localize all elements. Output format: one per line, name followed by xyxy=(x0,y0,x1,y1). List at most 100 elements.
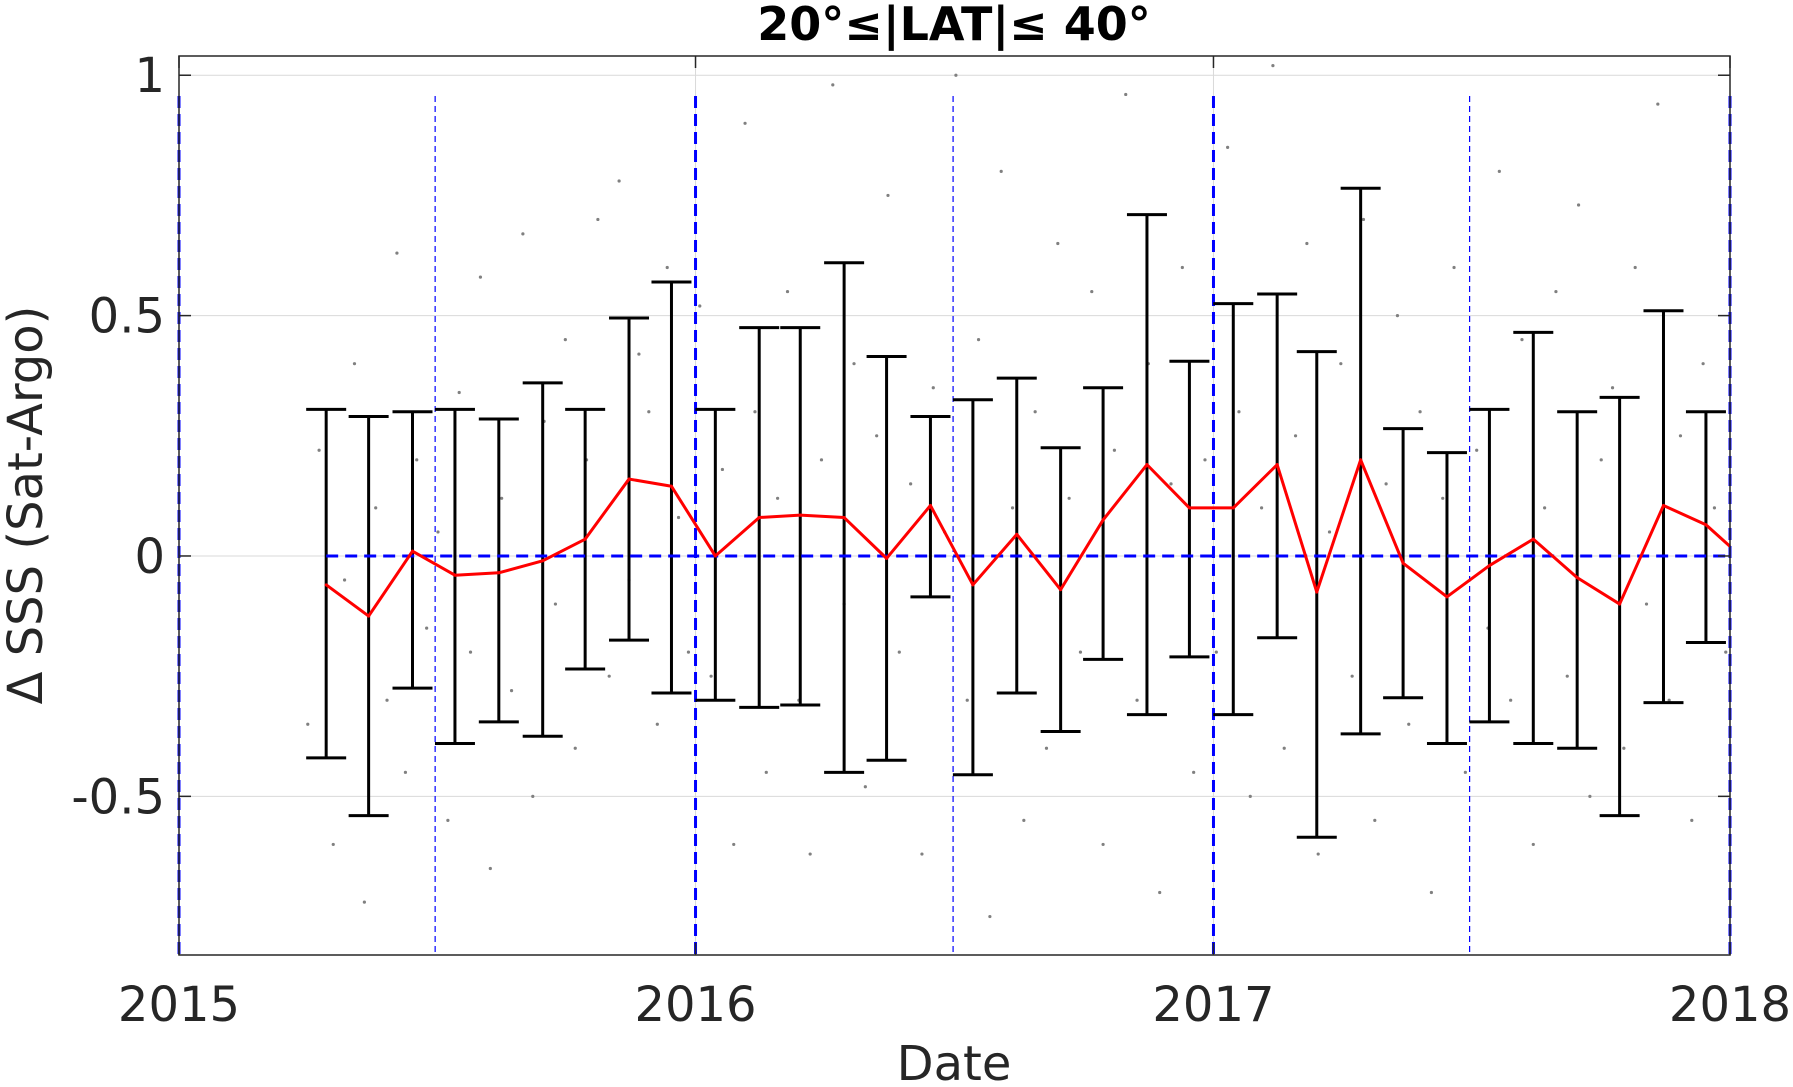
mean-point xyxy=(1487,564,1491,568)
mean-point xyxy=(541,559,545,563)
scatter-point xyxy=(637,352,641,356)
reference-vertical-lines xyxy=(177,96,1732,955)
scatter-point xyxy=(897,650,901,654)
scatter-point xyxy=(1644,602,1649,606)
scatter-point xyxy=(1350,674,1354,678)
scatter-point xyxy=(1112,448,1117,452)
scatter-point xyxy=(954,73,958,77)
scatter-point xyxy=(553,602,558,606)
scatter-point xyxy=(1248,794,1252,798)
scatter-point xyxy=(342,578,347,582)
mean-point xyxy=(627,477,631,481)
scatter-point xyxy=(1701,362,1705,366)
mean-point xyxy=(1445,595,1449,599)
scatter-point xyxy=(1667,698,1671,702)
scatter-points xyxy=(306,64,1728,919)
scatter-point xyxy=(1576,203,1581,207)
scatter-point xyxy=(403,770,408,774)
scatter-point xyxy=(1418,410,1422,414)
scatter-point xyxy=(819,458,824,462)
scatter-point xyxy=(607,674,611,678)
scatter-point xyxy=(1373,818,1377,822)
scatter-point xyxy=(1226,145,1230,149)
scatter-point xyxy=(531,794,535,798)
scatter-point xyxy=(1678,434,1683,438)
scatter-point xyxy=(331,842,335,847)
y-tick-label: 1 xyxy=(134,48,165,104)
scatter-point xyxy=(764,770,768,774)
scatter-point xyxy=(831,83,835,87)
scatter-point xyxy=(1101,842,1105,847)
x-tick-label: 2018 xyxy=(1669,977,1791,1033)
scatter-point xyxy=(1588,794,1592,798)
scatter-point xyxy=(500,496,504,500)
scatter-point xyxy=(1407,722,1411,726)
scatter-point xyxy=(1135,698,1139,702)
scatter-point xyxy=(1429,890,1434,895)
scatter-point xyxy=(1044,746,1049,750)
mean-series-line xyxy=(325,458,1732,618)
scatter-point xyxy=(976,338,981,342)
scatter-point xyxy=(563,338,567,342)
mean-point xyxy=(583,537,587,541)
mean-point xyxy=(1059,588,1063,592)
scatter-point xyxy=(1090,289,1094,294)
y-tick-label: 0 xyxy=(134,529,165,585)
x-tick-label: 2017 xyxy=(1152,977,1274,1033)
scatter-point xyxy=(852,362,856,366)
mean-point xyxy=(453,573,457,577)
scatter-point xyxy=(753,410,757,414)
scatter-point xyxy=(1690,818,1694,822)
scatter-point xyxy=(1056,241,1060,246)
plot-frame xyxy=(178,55,1731,956)
scatter-point xyxy=(1452,265,1456,270)
scatter-point xyxy=(1599,458,1603,462)
error-bars xyxy=(306,186,1726,839)
scatter-point xyxy=(1543,506,1547,510)
scatter-point xyxy=(808,852,812,856)
scatter-point xyxy=(436,530,440,534)
scatter-point xyxy=(1214,650,1218,654)
mean-point xyxy=(757,516,761,520)
scatter-point xyxy=(909,482,913,486)
scatter-point xyxy=(776,496,780,500)
scatter-point xyxy=(1339,362,1343,366)
scatter-point xyxy=(1497,169,1501,173)
scatter-point xyxy=(1531,842,1535,847)
scatter-point xyxy=(920,852,924,856)
x-axis-ticks: 2015 2016 2017 2018 xyxy=(118,56,1791,1033)
scatter-point xyxy=(1033,410,1037,414)
y-axis-ticks: -0.5 0 0.5 1 xyxy=(71,48,1730,825)
mean-point xyxy=(669,484,673,488)
scatter-point xyxy=(886,193,890,198)
mean-point xyxy=(1101,518,1105,522)
scatter-point xyxy=(1395,314,1400,318)
scatter-point xyxy=(488,866,492,871)
scatter-point xyxy=(1010,506,1015,510)
scatter-point xyxy=(1384,482,1388,486)
scatter-point xyxy=(732,842,736,847)
scatter-point xyxy=(362,900,366,904)
scatter-point xyxy=(1656,102,1660,106)
scatter-point xyxy=(1192,770,1196,774)
scatter-point xyxy=(1475,448,1479,452)
scatter-point xyxy=(999,169,1003,173)
scatter-point xyxy=(875,434,879,438)
scatter-point xyxy=(1022,818,1026,822)
mean-point xyxy=(1315,590,1319,594)
scatter-point xyxy=(1327,530,1332,534)
mean-point xyxy=(885,556,889,560)
scatter-point xyxy=(720,467,725,472)
mean-point xyxy=(1231,506,1235,510)
scatter-point xyxy=(457,390,461,395)
scatter-point xyxy=(1237,410,1241,414)
scatter-point xyxy=(785,289,790,294)
scatter-point xyxy=(521,232,525,236)
mean-point xyxy=(1187,506,1191,510)
mean-point xyxy=(367,614,371,618)
scatter-point xyxy=(698,304,702,308)
mean-point xyxy=(410,549,414,553)
scatter-point xyxy=(1169,482,1173,486)
scatter-point xyxy=(1712,506,1717,510)
